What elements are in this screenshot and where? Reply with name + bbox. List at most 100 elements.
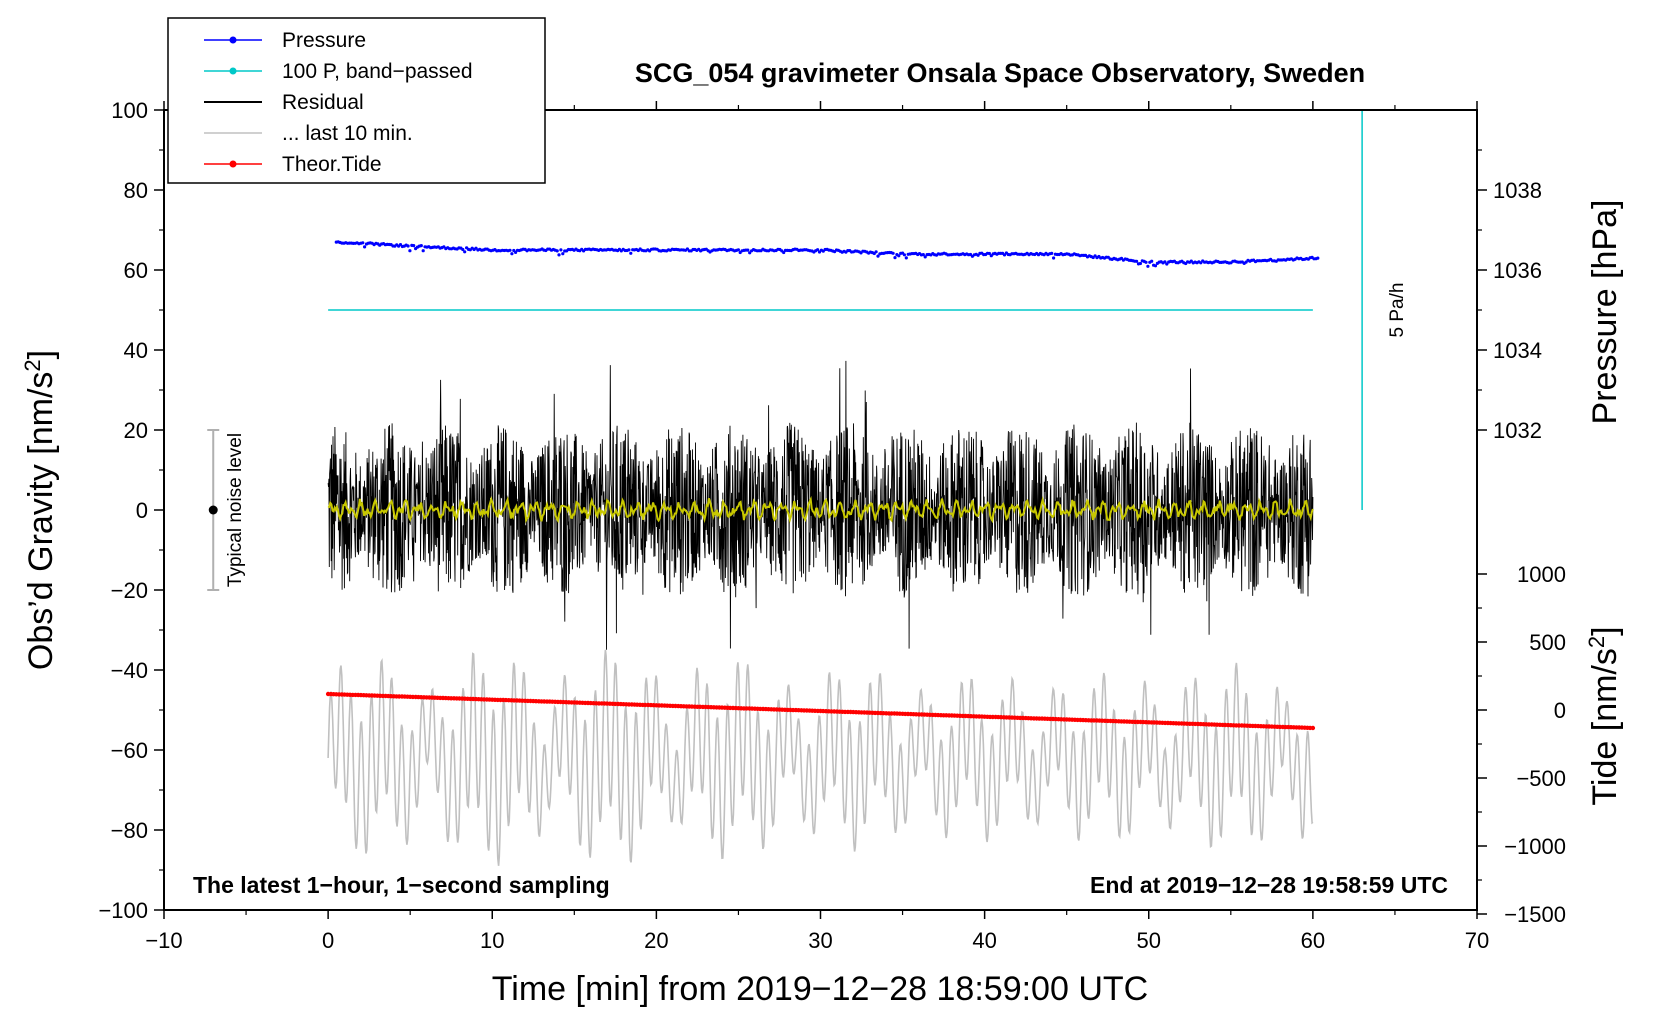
y-tick-label: 60 — [124, 258, 148, 283]
y-tick-label: 80 — [124, 178, 148, 203]
series-layer: 5 Pa/h Typical noise level — [207, 110, 1408, 866]
y-tick-label: 0 — [136, 498, 148, 523]
y-axis-title-tide: Tide [nm/s2] — [1584, 626, 1624, 805]
pressure-point — [461, 247, 465, 252]
tide-tick-label: −1500 — [1504, 902, 1566, 927]
pressure-point — [1144, 260, 1148, 264]
ticks-layer: −10 0 10 20 30 40 50 60 70−100−80−60−40−20020406… — [98, 98, 1566, 953]
pressure-point — [557, 253, 561, 257]
pressure-point — [421, 249, 425, 253]
pressure-point — [1165, 262, 1169, 266]
x-tick-label: 20 — [644, 928, 668, 953]
legend-marker — [229, 67, 237, 75]
y-tick-label: −80 — [111, 818, 148, 843]
x-tick-label: 70 — [1465, 928, 1489, 953]
pressure-point — [891, 251, 895, 255]
pressure-point — [408, 249, 412, 253]
pressure-tick-label: 1032 — [1493, 418, 1542, 443]
pressure-tick-label: 1034 — [1493, 338, 1542, 363]
pressure-point — [1150, 259, 1154, 263]
pressure-point — [1163, 260, 1167, 264]
y-tick-label: 100 — [111, 98, 148, 123]
tide-tick-label: −1000 — [1504, 834, 1566, 859]
pressure-point — [1153, 264, 1158, 268]
pressure-point — [555, 249, 559, 253]
tide-tick-label: −500 — [1516, 766, 1566, 791]
rate-bar-label: 5 Pa/h — [1387, 283, 1408, 338]
legend-label: Pressure — [282, 29, 366, 52]
tide-point — [1310, 725, 1316, 731]
y-tick-label: −40 — [111, 658, 148, 683]
smoothed-residual-line — [327, 495, 1314, 524]
noise-bar-center — [208, 505, 218, 515]
last-10-min-line — [327, 649, 1314, 866]
legend: Pressure 100 P, band−passed Residual ... la… — [167, 17, 546, 184]
pressure-point — [893, 256, 897, 260]
x-tick-label: −10 — [145, 928, 182, 953]
y-tick-label: 20 — [124, 418, 148, 443]
pressure-point — [627, 248, 631, 252]
pressure-point — [736, 248, 741, 252]
x-axis-title: Time [min] from 2019−12−28 18:59:00 UTC — [492, 970, 1148, 1008]
pressure-point — [419, 244, 423, 248]
pressure-point — [1146, 264, 1150, 268]
pressure-point — [559, 248, 563, 252]
y-tick-label: −60 — [111, 738, 148, 763]
pressure-point — [1316, 256, 1320, 260]
pressure-tick-label: 1038 — [1493, 178, 1542, 203]
pressure-point — [816, 248, 820, 252]
legend-label: ... last 10 min. — [282, 122, 413, 145]
pressure-point — [629, 251, 633, 255]
pressure-point — [406, 244, 410, 248]
end-time-note: End at 2019−12−28 19:58:59 UTC — [1090, 872, 1448, 898]
pressure-point — [463, 250, 467, 254]
x-tick-label: 60 — [1301, 928, 1325, 953]
x-tick-label: 0 — [322, 928, 334, 953]
residual-line — [327, 360, 1314, 650]
pressure-point — [902, 253, 907, 257]
pressure-point — [510, 252, 514, 256]
pressure-point — [782, 250, 786, 255]
pressure-point — [876, 254, 880, 258]
legend-label: Residual — [282, 91, 364, 114]
tide-tick-label: 500 — [1529, 630, 1566, 655]
pressure-point — [904, 256, 908, 260]
pressure-point — [921, 253, 925, 257]
pressure-point — [412, 244, 416, 248]
pressure-point — [361, 241, 365, 245]
pressure-point — [1050, 251, 1054, 255]
tide-tick-label: 1000 — [1517, 562, 1566, 587]
chart-title: SCG_054 gravimeter Onsala Space Observat… — [635, 58, 1365, 88]
pressure-point — [1135, 259, 1139, 263]
y-axis-title-left: Obs’d Gravity [nm/s2] — [20, 350, 60, 670]
sampling-note: The latest 1−hour, 1−second sampling — [193, 872, 610, 898]
legend-box — [167, 17, 546, 184]
y-tick-label: −100 — [98, 898, 148, 923]
x-tick-label: 30 — [808, 928, 832, 953]
legend-label: 100 P, band−passed — [282, 60, 473, 83]
y-tick-label: −20 — [111, 578, 148, 603]
pressure-point — [874, 250, 878, 254]
x-tick-label: 50 — [1137, 928, 1161, 953]
x-tick-label: 10 — [480, 928, 504, 953]
noise-bar-label: Typical noise level — [225, 433, 246, 587]
tide-tick-label: 0 — [1554, 698, 1566, 723]
pressure-tick-label: 1036 — [1493, 258, 1542, 283]
legend-marker — [229, 160, 237, 168]
legend-marker — [229, 36, 237, 44]
pressure-point — [746, 248, 750, 252]
pressure-point — [363, 245, 367, 249]
pressure-point — [987, 251, 992, 256]
pressure-point — [1052, 256, 1056, 260]
pressure-point — [508, 248, 512, 252]
pressure-point — [1138, 261, 1142, 266]
legend-label: Theor.Tide — [282, 153, 382, 176]
y-tick-label: 40 — [124, 338, 148, 363]
pressure-point — [561, 252, 565, 256]
x-tick-label: 40 — [972, 928, 996, 953]
pressure-point — [923, 255, 927, 259]
pressure-point — [514, 250, 518, 254]
pressure-point — [748, 251, 752, 255]
y-axis-title-pressure: Pressure [hPa] — [1586, 200, 1624, 425]
